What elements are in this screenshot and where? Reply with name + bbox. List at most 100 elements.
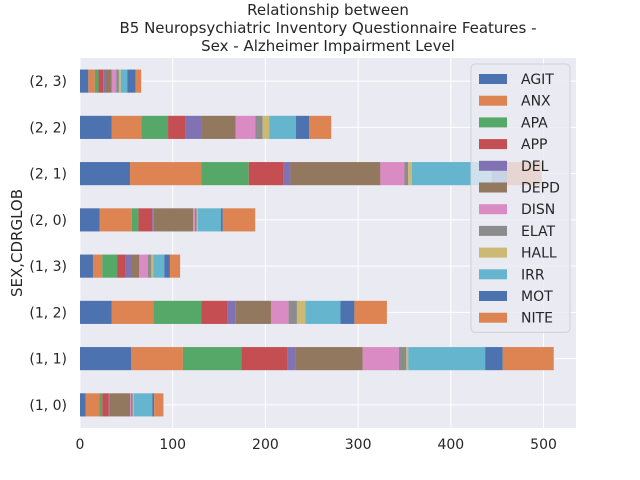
bar-segment (152, 208, 154, 232)
legend-label: DISN (521, 202, 555, 218)
legend-swatch (479, 139, 507, 150)
bar-segment (169, 254, 181, 278)
x-tick-label: 400 (437, 437, 464, 453)
bar-segment (130, 393, 133, 417)
bar-segment (220, 208, 223, 232)
legend-label: APP (521, 137, 547, 153)
bar-segment (380, 162, 405, 186)
bar-segment (201, 300, 228, 324)
x-tick-label: 500 (530, 437, 557, 453)
bar-segment (308, 115, 332, 139)
bar-segment (131, 208, 139, 232)
bar-segment (406, 347, 409, 371)
bar-segment (80, 208, 100, 232)
bar-segment (288, 300, 297, 324)
legend-swatch (479, 74, 507, 84)
y-tick-label: (1, 2) (29, 305, 67, 321)
bar-segment (354, 300, 387, 324)
bar-segment (120, 69, 128, 93)
bar-segment (80, 393, 86, 417)
bar-segment (270, 300, 289, 324)
bar-segment (185, 115, 202, 139)
legend: AGIT ANX APA APP DEL DEPD DISN ELAT HALL IRR MOT NI… (470, 63, 571, 333)
bar-segment (80, 69, 89, 93)
legend-label: AGIT (521, 72, 554, 88)
legend-box (470, 63, 571, 333)
bar-segment (130, 162, 202, 186)
bar-segment (135, 69, 142, 93)
bar-segment (408, 347, 486, 371)
bar-segment (255, 115, 263, 139)
bar-segment (80, 300, 112, 324)
bar-segment (197, 208, 221, 232)
legend-label: MOT (521, 289, 553, 305)
bar-segment (153, 254, 165, 278)
x-tick-label: 200 (252, 437, 279, 453)
bar-segment (102, 393, 109, 417)
bar-segment (295, 347, 363, 371)
bar-segment (133, 393, 153, 417)
bar-segment (485, 347, 503, 371)
chart-title-line-1: Relationship between (247, 1, 409, 19)
bar-segment (201, 162, 249, 186)
bar-segment (132, 393, 134, 417)
legend-label: IRR (521, 267, 545, 283)
bar-segment (305, 300, 341, 324)
bar-segment (127, 69, 136, 93)
bar-segment (138, 208, 153, 232)
bar-segment (290, 162, 381, 186)
bar-segment (201, 115, 236, 139)
bar-segment (108, 393, 110, 417)
bar-segment (80, 162, 131, 186)
bar-segment (117, 254, 126, 278)
bar-segment (105, 69, 112, 93)
bar-segment (193, 208, 195, 232)
bar-segment (130, 254, 140, 278)
legend-swatch (479, 247, 507, 258)
legend-swatch (479, 291, 507, 301)
bar-segment (111, 300, 154, 324)
bar-segment (151, 254, 154, 278)
y-tick-label: (2, 3) (29, 74, 67, 90)
bar-segment (182, 347, 242, 371)
y-tick-label: (1, 3) (29, 259, 67, 275)
legend-label: ANX (521, 94, 551, 110)
chart-title-line-3: Sex - Alzheimer Impairment Level (201, 37, 455, 55)
bar-segment (80, 254, 93, 278)
bar-segment (99, 208, 132, 232)
bar-segment (139, 254, 148, 278)
bar-segment (85, 393, 100, 417)
legend-swatch (479, 160, 507, 171)
bar-segment (130, 347, 183, 371)
legend-label: DEPD (521, 181, 560, 197)
bar-segment (94, 69, 99, 93)
bar-segment (153, 300, 202, 324)
bar-segment (99, 393, 103, 417)
bar-segment (80, 347, 131, 371)
bar-segment (141, 115, 169, 139)
y-tick-label: (2, 0) (29, 213, 67, 229)
bar-segment (111, 115, 142, 139)
bar-segment (362, 347, 399, 371)
bar-segment (154, 393, 164, 417)
x-tick-label: 100 (159, 437, 186, 453)
bar-segment (398, 347, 407, 371)
chart-title-line-2: B5 Neuropsychiatric Inventory Questionna… (119, 19, 536, 37)
legend-label: APA (521, 115, 548, 131)
bar-segment (164, 254, 170, 278)
bar-segment (404, 162, 409, 186)
legend-label: ELAT (521, 224, 555, 240)
y-tick-label: (1, 0) (29, 398, 67, 414)
y-axis-ticks: (1, 0) (1, 1) (1, 2) (1, 3) (2, 0) (2, 1) (2, … (29, 74, 67, 414)
bar-segment (92, 254, 103, 278)
legend-swatch (479, 225, 507, 236)
bar-segment (227, 300, 236, 324)
bar-segment (147, 254, 152, 278)
bar-segment (125, 254, 131, 278)
legend-swatch (479, 312, 507, 323)
bar-segment (340, 300, 355, 324)
bar-segment (116, 69, 119, 93)
legend-swatch (479, 269, 507, 280)
legend-swatch (479, 204, 507, 215)
